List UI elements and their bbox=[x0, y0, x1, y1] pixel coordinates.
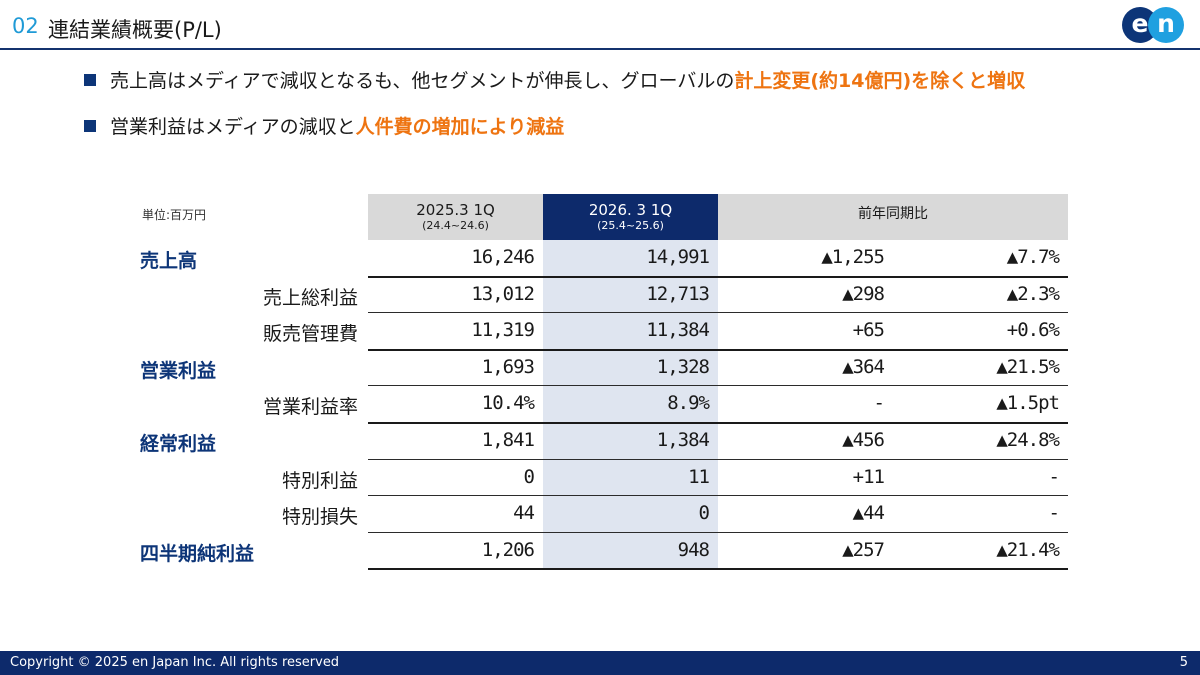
table-row: 営業利益 1,693 1,328 ▲364 ▲21.5% bbox=[140, 350, 1068, 386]
table-cell: ▲1,255 bbox=[821, 246, 885, 268]
bullet-square-icon bbox=[84, 120, 96, 132]
row-divider bbox=[368, 348, 1068, 351]
bullet-highlight: 計上変更(約14億円)を除くと増収 bbox=[734, 70, 1026, 92]
row-divider bbox=[368, 568, 1068, 571]
table-cell: 12,713 bbox=[646, 282, 710, 305]
section-number: 02 bbox=[12, 14, 39, 38]
row-divider bbox=[368, 385, 1068, 387]
table-row: 営業利益率 10.4% 8.9% - ▲1.5pt bbox=[140, 386, 1068, 422]
page-number: 5 bbox=[1179, 655, 1188, 670]
table-cell: ▲364 bbox=[842, 355, 885, 378]
table-cell: 10.4% bbox=[481, 392, 535, 415]
row-label: 営業利益率 bbox=[262, 396, 358, 419]
table-row: 売上高 16,246 14,991 ▲1,255 ▲7.7% bbox=[140, 240, 1068, 276]
en-japan-logo: e n bbox=[1122, 7, 1184, 43]
table-cell: 13,012 bbox=[471, 282, 535, 305]
row-label: 特別利益 bbox=[281, 469, 358, 492]
bullet-highlight: 人件費の増加により減益 bbox=[355, 116, 565, 138]
table-cell: ▲21.4% bbox=[996, 538, 1060, 561]
header-divider bbox=[0, 48, 1200, 50]
bullet-text: 売上高はメディアで減収となるも、他セグメントが伸長し、グローバルの bbox=[110, 70, 735, 92]
table-cell: 14,991 bbox=[646, 246, 710, 268]
column-header-period: (24.4~24.6) bbox=[422, 219, 489, 232]
table-cell: ▲2.3% bbox=[1006, 282, 1060, 305]
row-divider bbox=[368, 275, 1068, 278]
row-label: 販売管理費 bbox=[262, 323, 358, 346]
table-cell: 1,206 bbox=[481, 538, 535, 561]
table-cell: 44 bbox=[513, 502, 535, 525]
column-header-label: 2025.3 1Q bbox=[416, 201, 495, 219]
table-cell: - bbox=[1048, 502, 1060, 525]
table-cell: - bbox=[1048, 465, 1060, 488]
table-cell: 11,319 bbox=[471, 319, 535, 342]
summary-bullets: 売上高はメディアで減収となるも、他セグメントが伸長し、グローバルの計上変更(約1… bbox=[84, 64, 1025, 156]
column-header-yoy-bg bbox=[718, 194, 1068, 240]
table-cell: ▲44 bbox=[852, 502, 885, 525]
copyright-text: Copyright © 2025 en Japan Inc. All right… bbox=[10, 655, 340, 670]
table-cell: +65 bbox=[852, 319, 885, 342]
table-cell: 1,328 bbox=[656, 355, 710, 378]
current-column-shading bbox=[543, 240, 718, 570]
slide-header: 02 連結業績概要(P/L) e n bbox=[0, 0, 1200, 56]
table-cell: - bbox=[873, 392, 885, 415]
table-cell: ▲456 bbox=[842, 429, 885, 451]
table-cell: 11 bbox=[688, 465, 710, 488]
bullet-text: 営業利益はメディアの減収と bbox=[110, 116, 356, 138]
table-cell: 1,384 bbox=[656, 429, 710, 451]
column-header-current-bg bbox=[543, 194, 718, 240]
column-header-prev: 2025.3 1Q (24.4~24.6) bbox=[368, 201, 543, 232]
table-cell: +0.6% bbox=[1006, 319, 1060, 342]
row-label: 特別損失 bbox=[281, 506, 358, 529]
table-cell: 0 bbox=[523, 465, 535, 488]
table-cell: ▲298 bbox=[842, 282, 885, 305]
table-cell: ▲21.5% bbox=[996, 355, 1060, 378]
table-cell: +11 bbox=[852, 465, 885, 488]
table-row: 売上総利益 13,012 12,713 ▲298 ▲2.3% bbox=[140, 277, 1068, 313]
table-cell: 11,384 bbox=[646, 319, 710, 342]
column-header-yoy: 前年同期比 bbox=[858, 206, 928, 222]
row-label: 売上総利益 bbox=[262, 286, 358, 309]
column-header-prev-bg bbox=[368, 194, 543, 240]
logo-letter-n: n bbox=[1148, 7, 1184, 43]
table-cell: ▲24.8% bbox=[996, 429, 1060, 451]
table-row: 販売管理費 11,319 11,384 +65 +0.6% bbox=[140, 313, 1068, 349]
table-cell: 0 bbox=[698, 502, 710, 525]
bullet-item: 営業利益はメディアの減収と人件費の増加により減益 bbox=[84, 110, 1025, 156]
row-divider bbox=[368, 458, 1068, 460]
bullet-square-icon bbox=[84, 74, 96, 86]
table-cell: 8.9% bbox=[667, 392, 710, 415]
column-header-period: (25.4~25.6) bbox=[597, 219, 664, 232]
row-label: 営業利益 bbox=[140, 359, 217, 382]
row-label: 売上高 bbox=[140, 250, 198, 272]
table-row: 特別損失 44 0 ▲44 - bbox=[140, 496, 1068, 532]
table-cell: 948 bbox=[677, 538, 710, 561]
table-row: 四半期純利益 1,206 948 ▲257 ▲21.4% bbox=[140, 533, 1068, 569]
table-cell: ▲257 bbox=[842, 538, 885, 561]
table-cell: ▲1.5pt bbox=[996, 392, 1060, 415]
column-header-label: 2026. 3 1Q bbox=[588, 201, 673, 219]
footer-bar: Copyright © 2025 en Japan Inc. All right… bbox=[0, 651, 1200, 675]
bullet-item: 売上高はメディアで減収となるも、他セグメントが伸長し、グローバルの計上変更(約1… bbox=[84, 64, 1025, 110]
table-cell: 1,841 bbox=[481, 429, 535, 451]
table-cell: 1,693 bbox=[481, 355, 535, 378]
table-row: 経常利益 1,841 1,384 ▲456 ▲24.8% bbox=[140, 423, 1068, 459]
row-label: 四半期純利益 bbox=[140, 542, 255, 565]
row-divider bbox=[368, 495, 1068, 497]
row-divider bbox=[368, 422, 1068, 424]
row-divider bbox=[368, 312, 1068, 314]
unit-label: 単位:百万円 bbox=[142, 208, 207, 222]
page-title: 連結業績概要(P/L) bbox=[48, 18, 222, 42]
column-header-current: 2026. 3 1Q (25.4~25.6) bbox=[543, 201, 718, 232]
row-divider bbox=[368, 531, 1068, 533]
table-cell: 16,246 bbox=[471, 246, 535, 268]
table-cell: ▲7.7% bbox=[1006, 246, 1060, 268]
table-row: 特別利益 0 11 +11 - bbox=[140, 460, 1068, 496]
row-label: 経常利益 bbox=[140, 433, 217, 455]
